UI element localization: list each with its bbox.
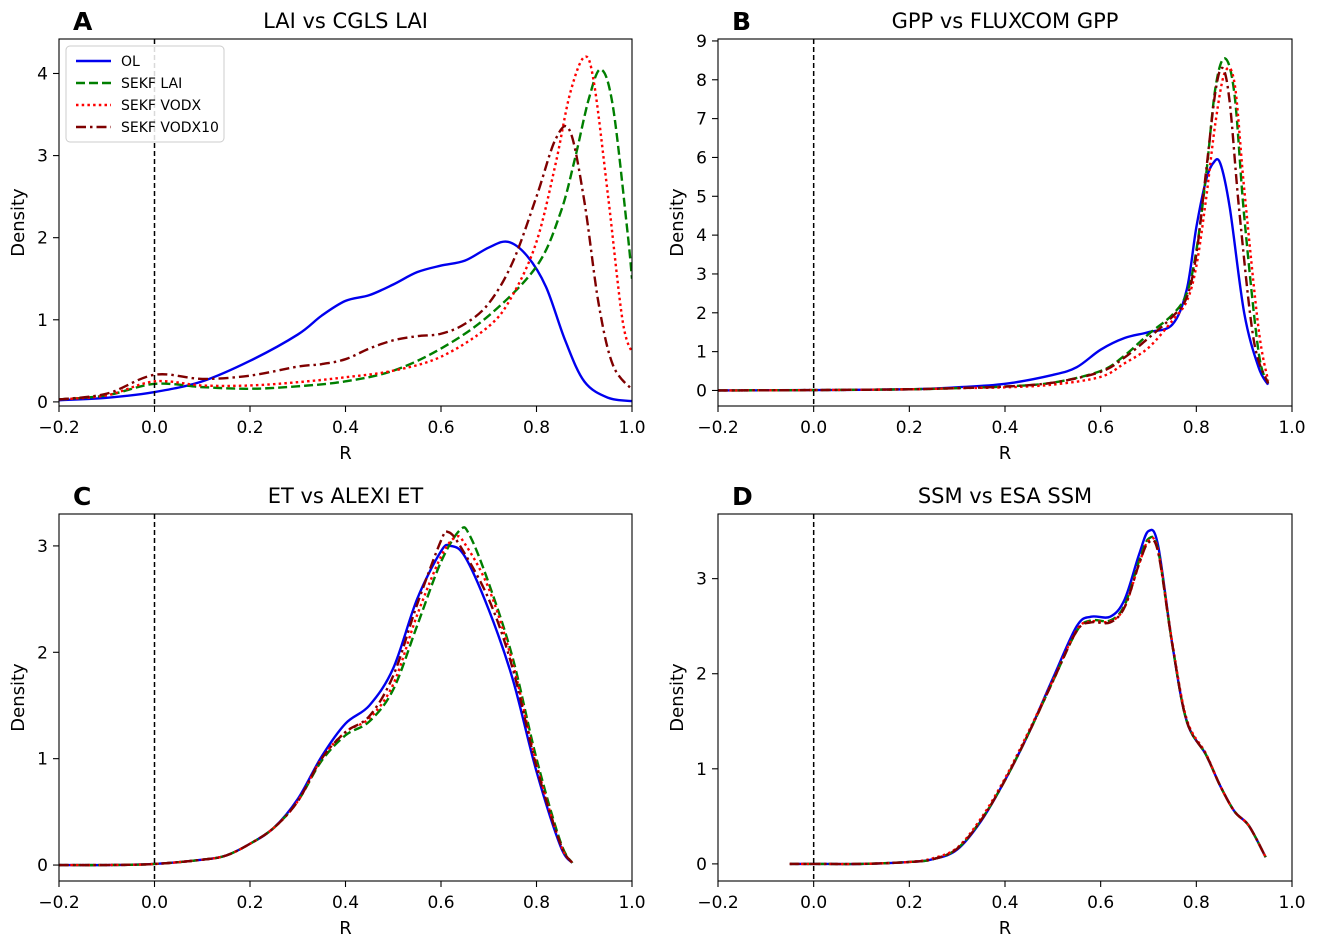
axes-frame — [717, 38, 1293, 407]
y-tick-label: 4 — [37, 64, 48, 84]
y-tick-label: 4 — [696, 226, 707, 246]
series-line-sekf-lai — [59, 526, 574, 867]
x-tick-label: 0.2 — [236, 418, 263, 438]
x-tick-label: 0.8 — [523, 893, 550, 913]
series-line-sekf-vodx — [718, 66, 1270, 392]
x-tick-label: 0.6 — [1087, 418, 1114, 438]
panel-title: LAI vs CGLS LAI — [263, 9, 428, 33]
x-tick-label: −0.2 — [697, 418, 738, 438]
axes-frame — [717, 513, 1293, 882]
x-tick-label: 0.0 — [800, 418, 827, 438]
y-tick-label: 2 — [37, 643, 48, 663]
y-tick-label: 1 — [37, 750, 48, 770]
x-tick-label: 0.2 — [896, 418, 923, 438]
x-tick-label: 0.4 — [332, 418, 359, 438]
x-tick-label: 0.8 — [1183, 418, 1210, 438]
y-axis-label: Density — [8, 663, 29, 732]
x-tick-label: 0.8 — [523, 418, 550, 438]
y-axis-label: Density — [8, 188, 29, 257]
x-tick-label: −0.2 — [38, 418, 79, 438]
series-line-sekf-lai — [718, 57, 1270, 392]
x-tick-label: 1.0 — [1278, 893, 1305, 913]
panel-title: GPP vs FLUXCOM GPP — [892, 9, 1119, 33]
y-tick-label: 7 — [696, 110, 707, 130]
panel-letter: C — [73, 482, 91, 511]
panel-title: SSM vs ESA SSM — [918, 484, 1092, 508]
series-line-sekf-vodx — [789, 536, 1267, 866]
series-line-ol — [718, 158, 1270, 392]
x-tick-label: 0.0 — [141, 418, 168, 438]
legend-label: OL — [121, 54, 140, 70]
x-axis-label: R — [999, 443, 1012, 464]
y-tick-label: 2 — [696, 665, 707, 685]
series-line-ol — [789, 528, 1267, 866]
y-tick-label: 8 — [696, 71, 707, 91]
y-tick-label: 1 — [696, 760, 707, 780]
x-tick-label: 0.6 — [1087, 893, 1114, 913]
x-tick-label: 1.0 — [1278, 418, 1305, 438]
y-tick-label: 1 — [696, 343, 707, 363]
panel-title: ET vs ALEXI ET — [268, 484, 424, 508]
y-tick-label: 3 — [696, 265, 707, 285]
y-tick-label: 0 — [37, 393, 48, 413]
x-tick-label: 0.4 — [991, 418, 1018, 438]
axes-frame — [58, 513, 633, 882]
panel-letter: A — [73, 7, 93, 36]
x-tick-label: 0.4 — [332, 893, 359, 913]
series-line-sekf-lai — [59, 68, 632, 401]
x-tick-label: −0.2 — [697, 893, 738, 913]
y-tick-label: 1 — [37, 311, 48, 331]
series-line-sekf-vodx10 — [59, 530, 574, 867]
y-tick-label: 5 — [696, 187, 707, 207]
series-line-ol — [59, 543, 574, 867]
series-line-sekf-vodx10 — [59, 124, 632, 401]
y-axis-label: Density — [667, 188, 688, 257]
x-tick-label: 0.0 — [800, 893, 827, 913]
panel-letter: B — [732, 7, 751, 36]
y-tick-label: 6 — [696, 148, 707, 168]
x-tick-label: −0.2 — [38, 893, 79, 913]
series-line-sekf-lai — [789, 535, 1267, 866]
panel-letter: D — [732, 482, 753, 511]
chart-panel-d: −0.2 0.0 0.2 0.4 0.6 0.8 1.0 0 1 2 3 R Density SSM vs… — [667, 482, 1306, 939]
y-axis-label: Density — [667, 663, 688, 732]
x-tick-label: 1.0 — [618, 893, 645, 913]
y-tick-label: 0 — [696, 381, 707, 401]
y-tick-label: 9 — [696, 32, 707, 52]
legend-label: SEKF LAI — [121, 76, 182, 92]
x-axis-label: R — [339, 443, 352, 464]
y-tick-label: 3 — [696, 570, 707, 590]
legend: OL SEKF LAI SEKF VODX SEKF VODX10 — [65, 45, 225, 143]
chart-panel-c: −0.2 0.0 0.2 0.4 0.6 0.8 1.0 0 1 2 3 R Density ET vs … — [8, 482, 646, 939]
series-line-ol — [59, 240, 632, 403]
y-tick-label: 2 — [696, 304, 707, 324]
series-line-sekf-vodx10 — [789, 538, 1267, 866]
x-tick-label: 0.6 — [427, 418, 454, 438]
x-tick-label: 0.6 — [427, 893, 454, 913]
chart-panel-a: −0.2 0.0 0.2 0.4 0.6 0.8 1.0 0 1 2 3 4 R Density LAI v… — [8, 7, 646, 464]
x-tick-label: 0.2 — [896, 893, 923, 913]
x-axis-label: R — [999, 918, 1012, 939]
series-line-sekf-vodx10 — [718, 66, 1270, 392]
y-tick-label: 0 — [696, 855, 707, 875]
x-tick-label: 0.0 — [141, 893, 168, 913]
y-tick-label: 2 — [37, 229, 48, 249]
series-line-sekf-vodx — [59, 55, 632, 401]
x-tick-label: 0.4 — [991, 893, 1018, 913]
y-tick-label: 0 — [37, 856, 48, 876]
x-tick-label: 0.2 — [236, 893, 263, 913]
legend-label: SEKF VODX — [121, 98, 202, 114]
chart-panel-b: −0.2 0.0 0.2 0.4 0.6 0.8 1.0 0 1 2 3 4 5 6 7 8 9 R Density… — [667, 7, 1306, 464]
y-tick-label: 3 — [37, 147, 48, 167]
x-tick-label: 0.8 — [1183, 893, 1210, 913]
legend-box — [65, 45, 225, 143]
x-tick-label: 1.0 — [618, 418, 645, 438]
legend-label: SEKF VODX10 — [121, 120, 219, 136]
y-tick-label: 3 — [37, 537, 48, 557]
series-line-sekf-vodx — [59, 535, 574, 867]
x-axis-label: R — [339, 918, 352, 939]
